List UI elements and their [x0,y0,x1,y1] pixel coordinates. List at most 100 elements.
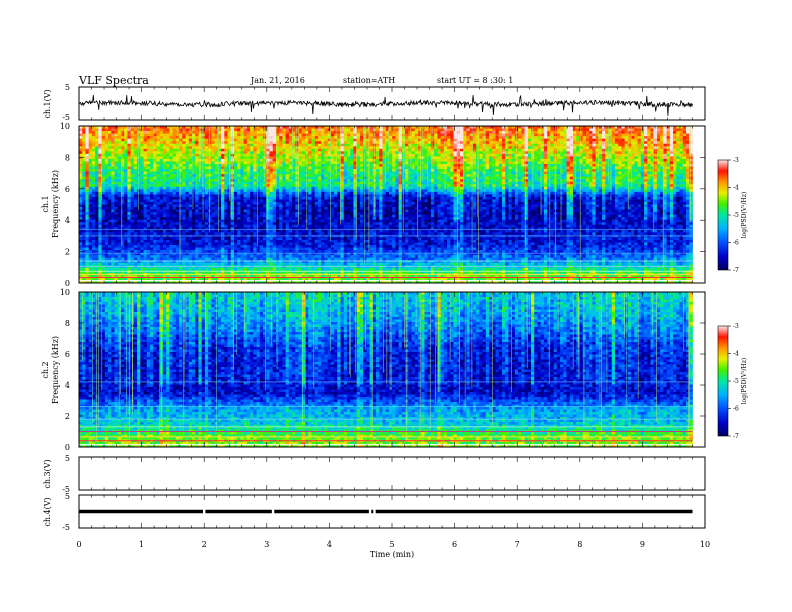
spectrogram-cell [321,242,325,246]
spectrogram-cell [237,166,241,170]
spectrogram-cell [237,250,241,254]
spectrogram-cell [156,260,161,264]
spectrogram-cell [108,232,112,236]
spectrogram-cell [204,250,209,254]
spectrogram-cell [91,262,96,266]
spectrogram-cell [237,171,241,175]
spectrogram-cell [166,245,170,248]
spectrogram-cell [305,267,309,271]
spectrogram-cell [146,191,151,195]
spectrogram-cell [185,209,190,213]
spectrogram-cell [166,234,170,238]
spectrogram-cell [224,209,228,213]
spectrogram-cell [91,201,96,205]
spectrogram-cell [330,174,335,178]
spectrogram-cell [224,247,228,251]
spectrogram-cell [317,209,322,213]
spectrogram-cell [140,250,144,254]
spectrogram-cell [214,194,219,198]
spectrogram-cell [246,217,251,221]
spectrogram-cell [133,227,138,231]
spectrogram-cell [327,143,332,147]
spectrogram-cell [288,280,293,284]
spectrogram-cell [243,252,248,256]
spectrogram-cell [211,260,216,264]
spectrogram-cell [153,181,157,185]
spectrogram-cell [272,181,277,185]
spectrogram-cell [269,219,274,223]
spectrogram-cell [246,260,251,264]
spectrogram-cell [317,174,322,178]
spectrogram-cell [269,255,274,259]
spectrogram-cell [85,212,90,216]
spectrogram-cell [101,158,106,162]
spectrogram-cell [156,179,161,183]
spectrogram-cell [317,234,322,238]
spectrogram-cell [98,136,102,140]
spectrogram-cell [292,196,296,200]
spectrogram-cell [237,247,241,251]
spectrogram-cell [104,245,109,248]
spectrogram-cell [185,163,190,167]
spectrogram-cell [256,214,261,218]
spectrogram-cell [130,250,135,254]
spectrogram-cell [82,237,86,241]
spectrogram-cell [120,260,125,264]
spectrogram-cell [150,242,154,246]
spectrogram-cell [108,171,112,175]
spectrogram-cell [169,229,174,233]
spectrogram-cell [143,207,148,210]
spectrogram-cell [233,257,238,261]
spectrogram-cell [101,237,106,241]
spectrogram-cell [204,146,209,150]
spectrogram-cell [211,224,216,228]
spectrogram-cell [327,250,332,254]
spectrogram-cell [246,143,251,147]
spectrogram-cell [275,270,280,274]
spectrogram-cell [282,267,287,271]
spectrogram-cell [208,136,212,140]
spectrogram-cell [117,201,122,205]
spectrogram-cell [285,260,290,264]
spectrogram-cell [108,128,112,132]
spectrogram-cell [159,156,164,160]
spectrogram-cell [272,133,277,137]
spectrogram-cell [172,146,177,150]
spectrogram-cell [259,128,264,132]
spectrogram-cell [311,252,316,256]
spectrogram-cell [179,156,183,160]
spectrogram-cell [227,260,232,264]
spectrogram-cell [246,138,251,142]
spectrogram-cell [175,275,180,279]
spectrogram-cell [88,217,93,221]
spectrogram-cell [137,214,141,218]
spectrogram-cell [301,250,306,254]
spectrogram-cell [295,194,299,198]
spectrogram-cell [269,247,274,251]
spectrogram-cell [79,252,83,256]
spectrogram-cell [150,250,154,254]
spectrogram-cell [311,209,316,213]
spectrogram-cell [266,212,270,216]
spectrogram-cell [111,196,115,200]
spectrogram-cell [311,267,316,271]
spectrogram-cell [159,191,164,195]
spectrogram-cell [311,158,316,162]
spectrogram-cell [230,255,235,259]
spectrogram-cell [279,217,283,221]
spectrogram-cell [233,237,238,241]
spectrogram-cell [243,245,248,248]
spectrogram-cell [140,212,144,216]
spectrogram-cell [162,257,167,261]
spectrogram-cell [98,242,102,246]
spectrogram-cell [301,131,306,134]
spectrogram-cell [327,201,332,205]
spectrogram-cell [272,262,277,266]
spectrogram-cell [130,174,135,178]
spectrogram-cell [198,227,203,231]
spectrogram-cell [272,136,277,140]
spectrogram-cell [101,176,106,180]
spectrogram-cell [311,262,316,266]
spectrogram-cell [327,174,332,178]
spectrogram-cell [104,239,109,243]
